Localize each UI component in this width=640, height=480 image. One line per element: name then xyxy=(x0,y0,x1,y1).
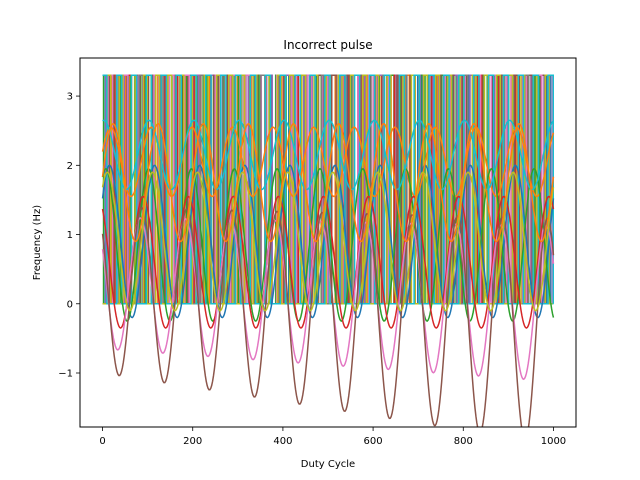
y-axis: −1 0 1 2 3 xyxy=(58,92,80,380)
y-tick-label: 0 xyxy=(67,299,73,310)
wave-series-line-5 xyxy=(102,119,555,191)
x-tick-label: 800 xyxy=(454,436,473,447)
wave-series-line-9 xyxy=(101,123,555,243)
wave-series-line-7 xyxy=(101,207,555,427)
x-tick-label: 1000 xyxy=(541,436,566,447)
x-axis: 0 200 400 600 800 1000 xyxy=(99,427,566,447)
wave-series-line-8 xyxy=(101,171,555,312)
x-tick-label: 600 xyxy=(364,436,383,447)
y-tick-label: 1 xyxy=(67,230,73,241)
x-axis-title: Duty Cycle xyxy=(301,459,355,470)
x-tick-label: 0 xyxy=(99,436,105,447)
wave-series-line-6 xyxy=(101,217,555,381)
y-tick-label: 3 xyxy=(67,92,73,103)
x-tick-label: 400 xyxy=(273,436,292,447)
y-tick-label: −1 xyxy=(58,369,73,380)
chart-title: Incorrect pulse xyxy=(283,38,372,52)
y-tick-label: 2 xyxy=(67,161,73,172)
wave-series-line-1 xyxy=(101,164,555,319)
y-axis-title: Frequency (Hz) xyxy=(32,205,43,281)
x-tick-label: 200 xyxy=(183,436,202,447)
plot-frame xyxy=(79,57,577,428)
